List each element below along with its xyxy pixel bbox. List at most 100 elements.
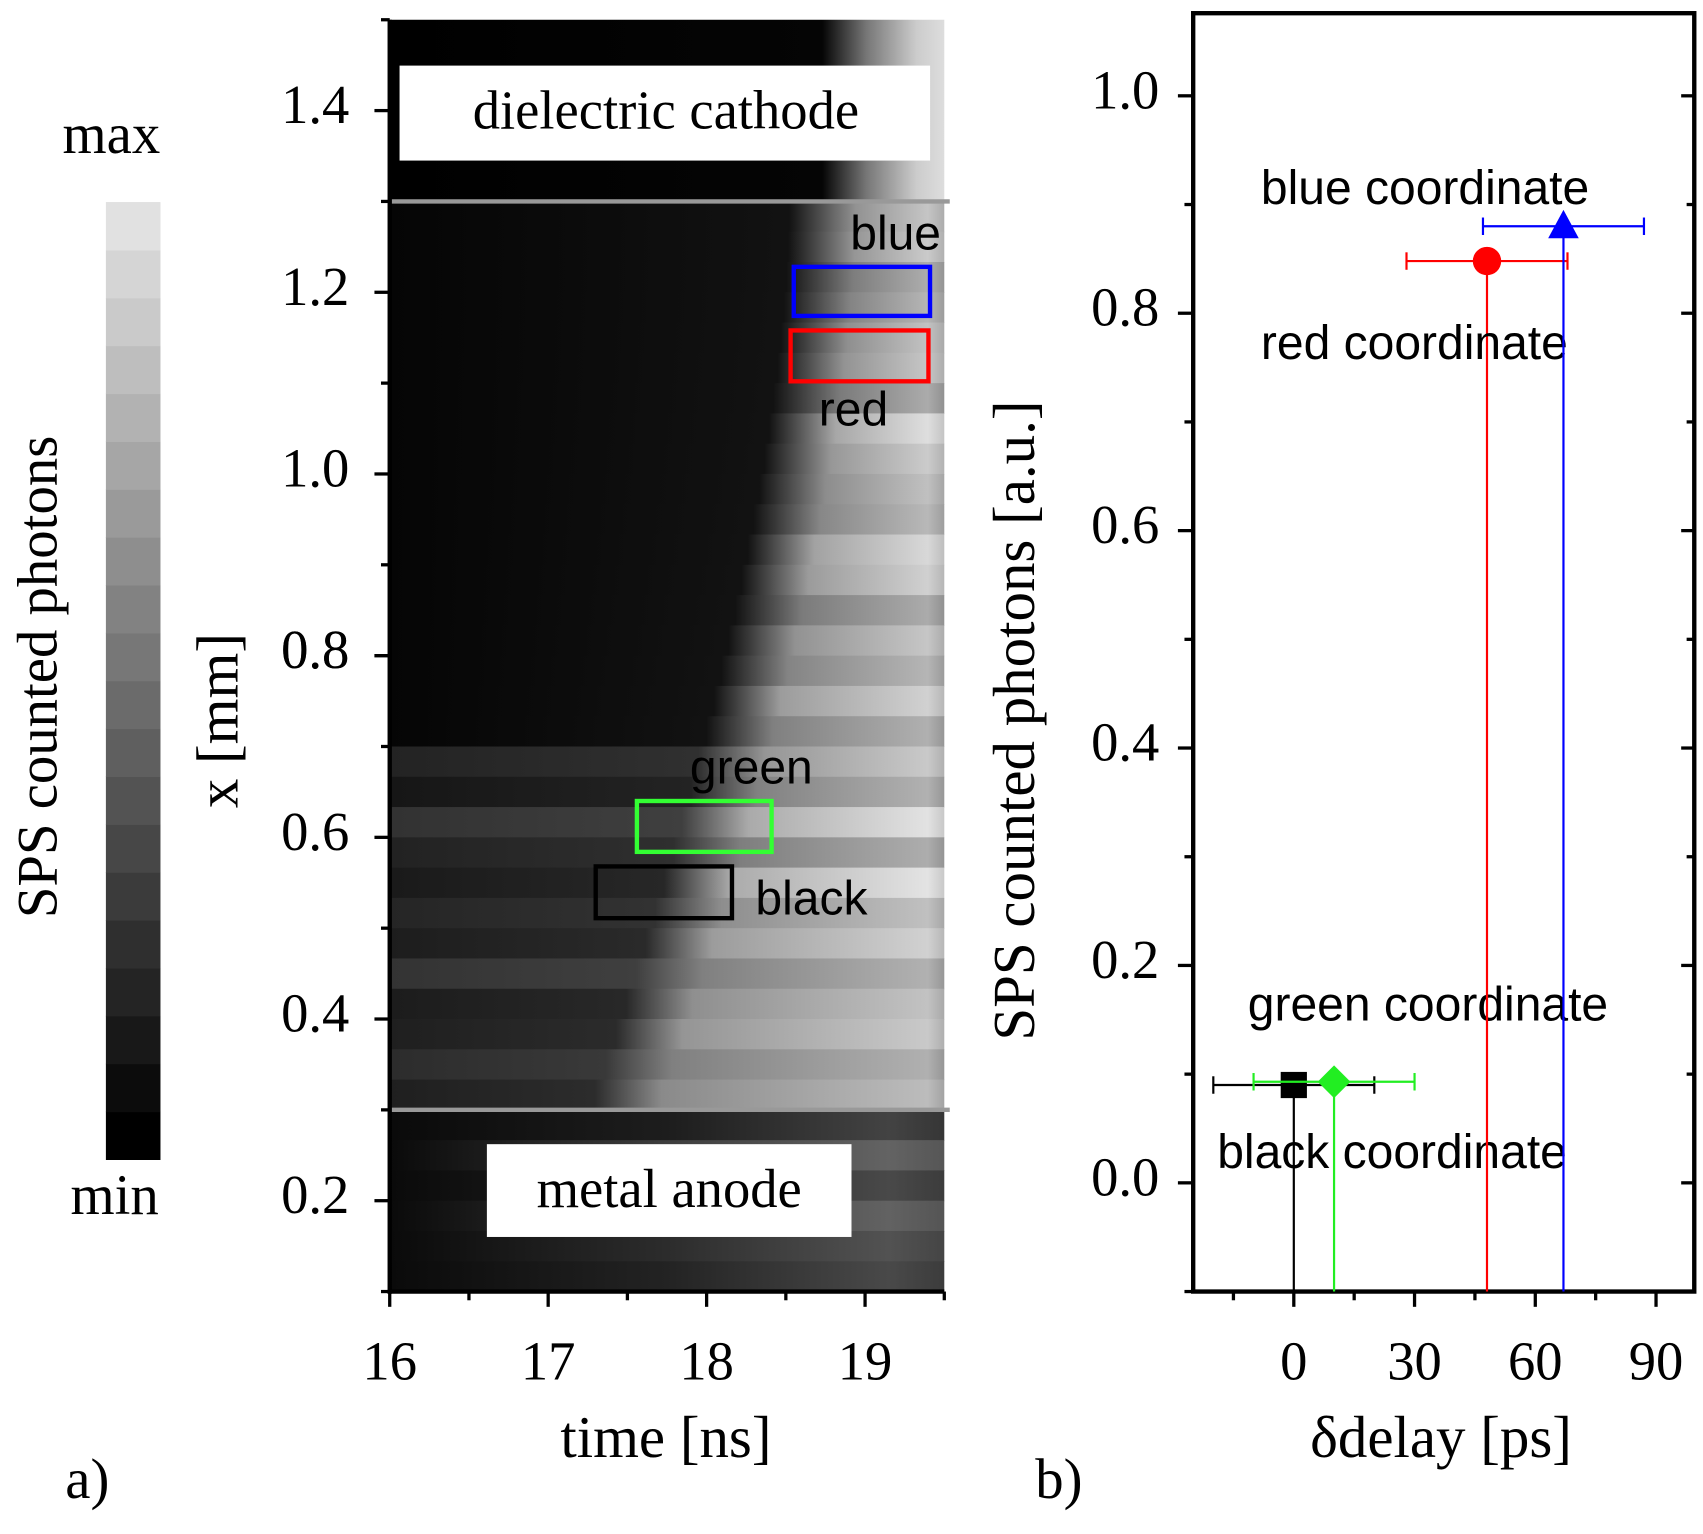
heat-band [389,988,945,1020]
colorbar-step [105,297,161,347]
region-box [634,798,774,855]
x-tick-label: 90 [1629,1330,1684,1391]
x-axis-title: δdelay [ps] [1310,1404,1572,1470]
colorbar-step [105,202,161,251]
colorbar-max: max [62,103,160,166]
annotation: metal anode [537,1158,802,1219]
y-tick-label: 1.4 [281,74,349,135]
heat-band [389,958,945,990]
annotation-box [486,1144,852,1237]
heat-band [389,322,945,354]
y-tick-label: 0.8 [1091,277,1159,338]
heat-band [389,352,945,384]
colorbar-step [105,680,161,730]
x-tick-label: 0 [1280,1330,1307,1391]
heat-band [389,201,945,233]
marker [1317,1065,1351,1099]
series-label: black coordinate [1217,1126,1567,1179]
x-tick-label: 16 [362,1330,417,1391]
colorbar-step [105,249,161,299]
heat-band [389,534,945,566]
colorbar [105,202,161,1160]
y-tick-label: 0.2 [281,1164,349,1225]
heat-band [389,383,945,414]
heat-band [389,716,945,748]
heat-band [389,867,945,899]
y-tick-label: 0.8 [281,619,349,680]
marker [1472,246,1502,276]
y-tick-label: 1.2 [281,256,349,317]
colorbar-step [105,967,161,1017]
colorbar-step [105,345,161,395]
region-label: blue [850,208,941,261]
heat-band [389,473,945,505]
heat-band [389,897,945,929]
y-tick-label: 0.2 [1091,929,1159,990]
series-label: blue coordinate [1261,162,1589,215]
panel-label: a) [65,1448,109,1511]
colorbar-step [105,585,161,634]
colorbar-step [105,537,161,586]
heat-band [389,1049,945,1081]
x-tick-label: 60 [1508,1330,1563,1391]
x-tick-label: 30 [1387,1330,1442,1391]
colorbar-step [105,872,161,921]
colorbar-step [105,776,161,825]
panel-label: b) [1035,1448,1082,1511]
series-label: green coordinate [1248,978,1608,1031]
annotation-box [399,65,931,161]
x-axis-title: time [ns] [560,1404,771,1470]
y-tick-label: 0.6 [281,801,349,862]
y-tick-label: 0.8 [281,619,349,680]
y-tick-label: 1.0 [281,437,349,498]
y-tick-label: 0.4 [281,983,349,1044]
plot-frame [1191,11,1697,1294]
heat-band [389,504,945,536]
heat-band [389,595,945,626]
heat-band [389,655,945,687]
colorbar-min: min [70,1164,158,1227]
region-box [593,864,735,921]
heat-band [389,443,945,475]
colorbar-step [105,489,161,538]
y-axis-title: x [mm] [184,633,250,808]
colorbar-step [105,632,161,682]
heat-band [389,413,945,445]
heat-band [389,746,945,778]
x-tick-label: 17 [521,1330,576,1391]
colorbar-step [105,441,161,490]
heat-band [389,231,945,263]
y-tick-label: 0.0 [1091,1146,1159,1207]
colorbar-step [105,1063,161,1113]
region-label: green [690,742,813,795]
heat-band [389,1019,945,1050]
region-box [788,328,931,384]
x-tick-label: 18 [679,1330,734,1391]
colorbar-step [105,1015,161,1065]
colorbar-step [105,393,161,442]
heat-band [389,625,945,657]
y-axis-title: SPS counted photons [a.u.] [981,401,1047,1041]
heat-band [389,807,945,838]
colorbar-step [105,1111,161,1160]
heat-band [389,1109,945,1141]
annotation: dielectric cathode [473,79,859,140]
heat-band [389,1261,945,1293]
heat-band [389,685,945,717]
region-box [791,264,933,319]
heat-band [389,564,945,596]
heat-band [389,928,945,960]
y-tick-label: 0.6 [1091,494,1159,555]
marker [1280,1071,1307,1099]
colorbar-step [105,824,161,873]
region-label: black [755,873,868,926]
x-tick-label: 19 [838,1330,893,1391]
heat-band [389,1079,945,1111]
series-label: red coordinate [1261,317,1568,370]
colorbar-label: SPS counted photons [7,436,70,918]
colorbar-step [105,728,161,778]
region-label: red [819,383,888,436]
marker [1548,209,1579,239]
y-tick-label: 1.0 [1091,59,1159,120]
